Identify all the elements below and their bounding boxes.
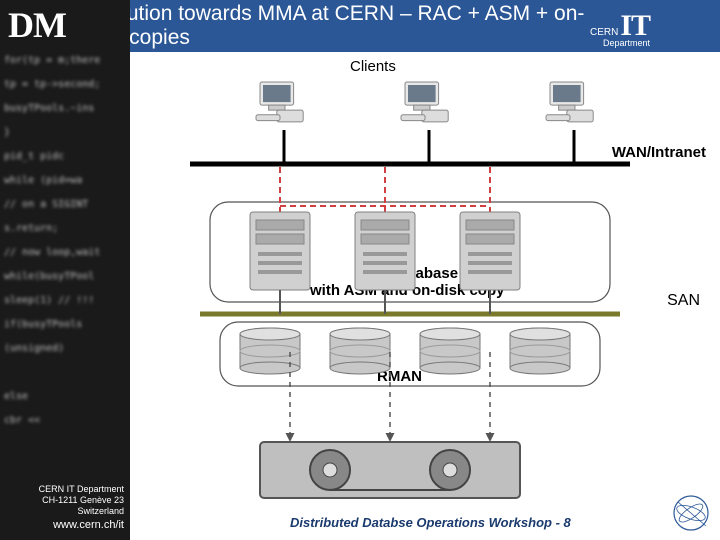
- footer-url: www.cern.ch/it: [6, 519, 124, 532]
- main-area: Clients WAN/Intranet RAC database with A…: [130, 52, 720, 540]
- footer-l1: CERN IT Department: [6, 484, 124, 495]
- cern-label: CERN: [590, 27, 618, 38]
- sidebar: DM for(tp = m;theretp = tp->second;busyT…: [0, 0, 130, 540]
- code-background: for(tp = m;theretp = tp->second;busyTPoo…: [0, 48, 130, 488]
- dept-label: Department: [603, 38, 650, 48]
- architecture-diagram: [130, 52, 720, 540]
- title-bar: Evolution towards MMA at CERN – RAC + AS…: [80, 0, 720, 52]
- footer-l2: CH-1211 Genève 23: [6, 495, 124, 506]
- footer-l3: Switzerland: [6, 506, 124, 517]
- brand-dm: DM: [0, 0, 130, 46]
- cern-badge-icon: [670, 492, 712, 534]
- sidebar-footer: CERN IT Department CH-1211 Genève 23 Swi…: [6, 484, 124, 532]
- page-title: Evolution towards MMA at CERN – RAC + AS…: [80, 2, 590, 50]
